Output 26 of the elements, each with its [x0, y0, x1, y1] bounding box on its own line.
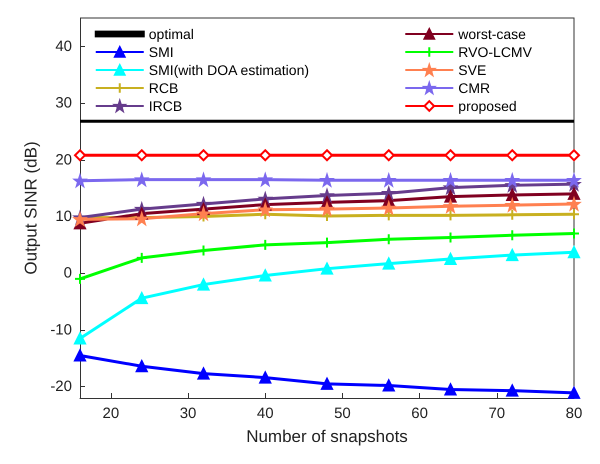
legend-label: optimal: [148, 26, 194, 42]
legend-label: proposed: [458, 98, 517, 114]
legend-label: worst-case: [457, 26, 526, 42]
x-tick-label: 60: [411, 405, 428, 422]
legend-label: SVE: [458, 62, 486, 78]
y-axis-title: Output SINR (dB): [21, 141, 40, 275]
x-tick-label: 50: [334, 405, 351, 422]
x-tick-label: 20: [102, 405, 120, 422]
y-tick-label: 0: [64, 264, 72, 282]
y-tick-label: -10: [50, 321, 72, 338]
y-tick-label: 30: [55, 94, 72, 112]
y-tick-label: 20: [55, 151, 72, 168]
x-tick-label: 70: [488, 405, 506, 422]
legend-label: SMI(with DOA estimation): [148, 62, 310, 78]
x-tick-label: 80: [566, 405, 582, 422]
legend-label: CMR: [458, 80, 490, 96]
x-axis-title: Number of snapshots: [246, 427, 408, 446]
legend-label: RVO-LCMV: [458, 44, 533, 60]
y-tick-label: 10: [55, 208, 72, 226]
legend-label: SMI: [148, 44, 174, 60]
y-tick-label: 40: [55, 38, 72, 55]
legend-label: RCB: [148, 80, 178, 96]
y-tick-label: -20: [50, 378, 72, 396]
x-tick-label: 30: [180, 405, 196, 422]
legend-label: IRCB: [148, 98, 182, 114]
x-tick-label: 40: [256, 405, 274, 422]
